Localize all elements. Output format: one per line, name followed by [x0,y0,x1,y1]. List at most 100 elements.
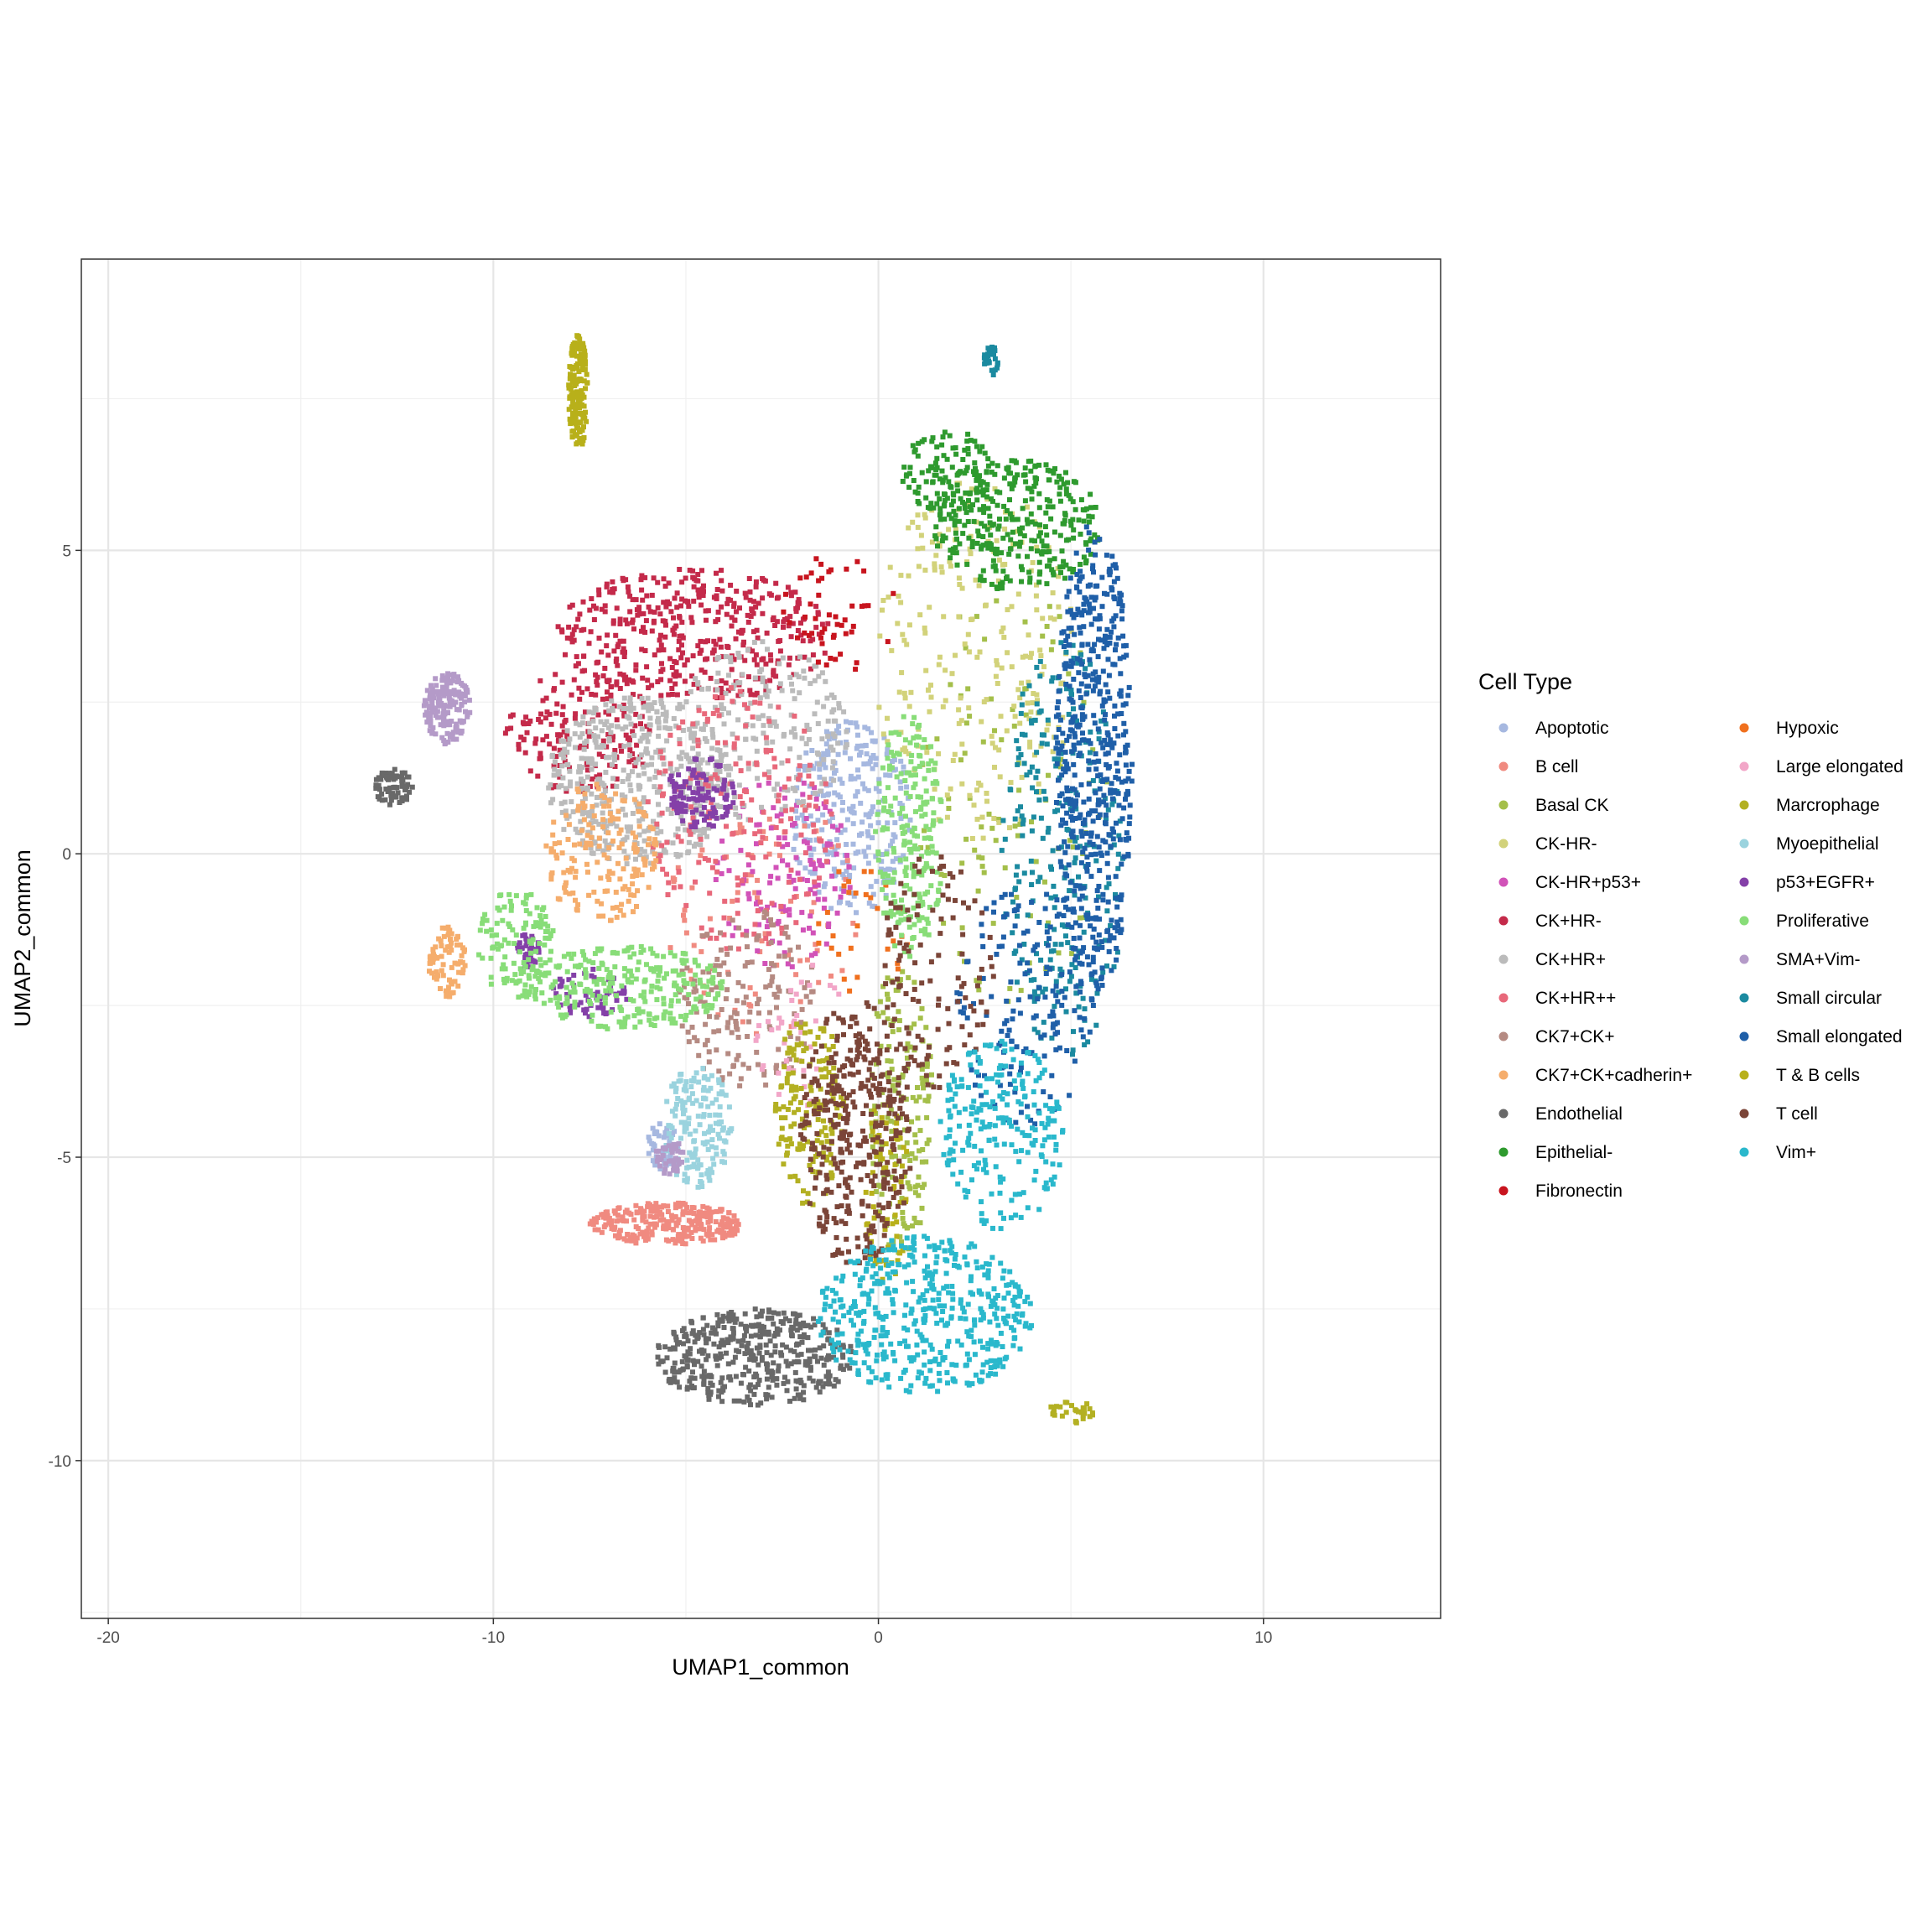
data-point [803,1046,809,1052]
data-point [649,761,654,767]
data-point [630,769,635,775]
data-point [976,780,982,786]
data-point [993,745,998,750]
data-point [879,1192,885,1197]
data-point [796,1107,801,1113]
data-point [924,863,930,869]
data-point [678,603,683,609]
data-point [724,946,730,952]
data-point [792,1173,798,1179]
data-point [867,811,873,817]
data-point [633,1202,639,1208]
data-point [801,780,807,786]
data-point [696,1226,702,1232]
data-point [900,805,906,811]
data-point [796,766,802,772]
data-point [808,570,814,576]
data-point [1017,720,1023,726]
data-point [678,763,684,769]
data-point [810,989,816,995]
data-point [594,745,600,750]
data-point [676,784,682,790]
data-point [880,598,886,603]
data-point [854,789,860,795]
data-point [795,1353,801,1358]
data-point [689,1091,695,1097]
data-point [787,655,792,661]
data-point [719,1077,725,1083]
data-point [946,527,952,532]
data-point [932,533,938,538]
data-point [919,1159,925,1165]
data-point [686,1233,692,1239]
data-point [676,772,682,778]
data-point [627,824,633,830]
data-point [880,867,886,873]
data-point [1044,543,1050,549]
data-point [1046,477,1052,483]
data-point [787,614,793,620]
data-point [985,506,991,512]
data-point [641,795,647,801]
data-point [700,1088,706,1093]
data-point [652,784,657,790]
data-point [969,616,975,622]
data-point [702,1000,708,1005]
data-point [1027,913,1033,919]
data-point [975,888,981,894]
data-point [719,588,725,594]
data-point [548,721,554,727]
data-point [714,595,719,601]
data-point [800,792,806,797]
data-point [860,743,865,749]
data-point [735,897,740,903]
data-point [694,763,700,769]
data-point [772,1343,778,1349]
data-point [443,988,449,994]
data-point [789,681,794,687]
data-point [715,616,721,622]
data-point [578,1000,584,1005]
data-point [949,671,955,677]
data-point [912,843,918,849]
data-point [1000,569,1006,574]
data-point [772,1108,778,1114]
data-point [543,843,549,849]
data-point [908,1025,914,1031]
data-point [611,1208,617,1214]
data-point [605,855,610,861]
data-point [682,1225,688,1231]
data-point [753,1332,759,1338]
data-point [619,792,625,798]
data-point [723,813,729,818]
data-point [813,556,819,562]
data-point [589,776,595,782]
data-point [373,782,379,788]
data-point [786,776,792,782]
data-point [756,996,761,1002]
data-point [686,1001,691,1006]
data-point [454,942,460,948]
data-point [768,748,774,754]
data-point [690,829,696,835]
data-point [792,732,798,738]
data-point [888,908,894,914]
data-point [748,817,753,823]
data-point [431,952,437,958]
data-point [636,823,642,829]
data-point [697,828,703,834]
data-point [776,1015,782,1021]
data-point [666,692,672,698]
data-point [977,577,983,583]
data-point [735,875,740,881]
data-point [939,442,945,448]
data-point [854,724,860,730]
data-point [730,731,735,737]
data-point [633,1224,639,1229]
data-point [707,1128,713,1134]
data-point [655,789,661,795]
data-point [787,1136,793,1142]
data-point [687,726,693,732]
data-point [792,1348,797,1354]
data-point [989,734,995,740]
